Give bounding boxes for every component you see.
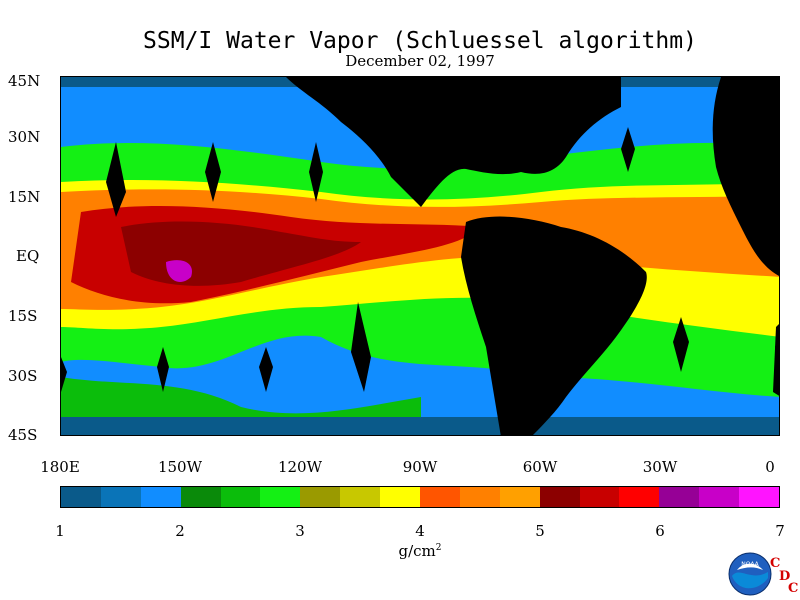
lon-label-0: 0 — [765, 458, 775, 476]
lat-label-30n: 30N — [8, 128, 41, 146]
noaa-logo-icon: NOAA — [728, 552, 772, 596]
cdc-letter-d: D — [779, 569, 791, 584]
colorbar-swatch — [539, 487, 580, 507]
colorbar-swatch — [100, 487, 141, 507]
colorbar-swatch — [220, 487, 261, 507]
water-vapor-map — [60, 76, 780, 436]
swath-gap — [259, 347, 273, 392]
colorbar-tick-label: 7 — [775, 522, 785, 540]
noaa-logo-text: NOAA — [741, 561, 759, 568]
swath-gap — [621, 127, 635, 172]
lon-label-180e: 180E — [40, 458, 80, 476]
map-canvas — [61, 77, 779, 435]
cdc-letter-c1: C — [770, 556, 781, 571]
lat-label-15n: 15N — [8, 188, 41, 206]
swath-gap — [673, 317, 689, 372]
swath-gap — [157, 347, 169, 392]
colorbar-swatch — [300, 487, 341, 507]
swath-gap — [205, 142, 221, 202]
colorbar-swatch — [380, 487, 421, 507]
north-america-land — [286, 77, 621, 207]
lat-label-45n: 45N — [8, 72, 41, 90]
colorbar-swatch — [659, 487, 700, 507]
colorbar-swatch — [499, 487, 540, 507]
chart-title: SSM/I Water Vapor (Schluessel algorithm) — [143, 28, 697, 54]
colorbar-tick-label: 6 — [655, 522, 665, 540]
units-exponent: 2 — [435, 543, 442, 553]
units-text: g/cm — [398, 542, 436, 560]
lon-label-120w: 120W — [277, 458, 323, 476]
band-dark-green — [61, 377, 421, 417]
colorbar-tick-label: 1 — [55, 522, 65, 540]
lon-label-30w: 30W — [642, 458, 678, 476]
lat-label-15s: 15S — [8, 307, 38, 325]
swath-gap — [106, 142, 126, 217]
colorbar-swatch — [579, 487, 620, 507]
lat-label-30s: 30S — [8, 367, 38, 385]
swath-gap — [309, 142, 323, 202]
lon-label-60w: 60W — [522, 458, 558, 476]
cdc-letter-c2: C — [788, 581, 799, 596]
colorbar-tick-label: 4 — [415, 522, 425, 540]
colorbar-swatch — [180, 487, 221, 507]
colorbar-swatch — [619, 487, 660, 507]
colorbar-swatch — [140, 487, 181, 507]
swath-gap — [351, 302, 371, 392]
colorbar-units: g/cm2 — [340, 542, 500, 560]
colorbar-swatch — [739, 487, 780, 507]
colorbar-swatch — [459, 487, 500, 507]
colorbar-swatch — [260, 487, 301, 507]
colorbar-swatch — [61, 487, 101, 507]
lat-label-eq: EQ — [16, 247, 40, 265]
africa-land — [712, 77, 779, 276]
south-america-land — [461, 216, 647, 435]
lon-label-150w: 150W — [157, 458, 203, 476]
colorbar-tick-label: 3 — [295, 522, 305, 540]
lat-label-45s: 45S — [8, 426, 38, 444]
colorbar-tick-label: 2 — [175, 522, 185, 540]
band-magenta — [166, 260, 192, 282]
swath-gap — [775, 333, 779, 361]
colorbar-swatch — [699, 487, 740, 507]
colorbar-swatch — [420, 487, 460, 507]
colorbar — [60, 486, 780, 508]
colorbar-tick-label: 5 — [535, 522, 545, 540]
lon-label-90w: 90W — [402, 458, 438, 476]
colorbar-swatch — [340, 487, 381, 507]
date-subtitle: December 02, 1997 — [345, 52, 495, 70]
swath-gap — [61, 357, 67, 392]
